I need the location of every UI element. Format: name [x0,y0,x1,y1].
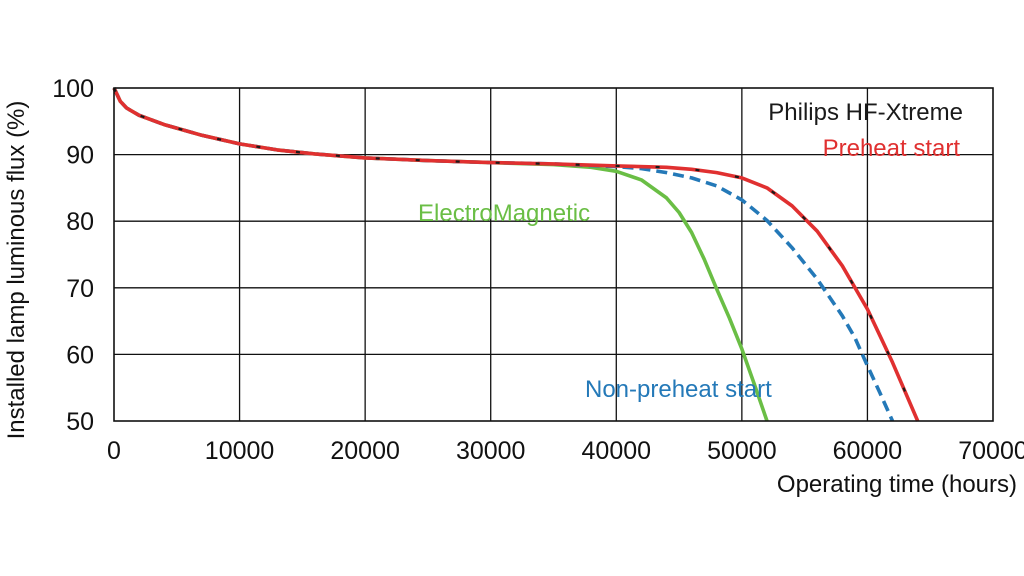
x-tick-label: 60000 [833,437,903,465]
x-tick-label: 20000 [330,437,400,465]
y-tick-label: 60 [66,341,94,369]
annotation-electromagnetic: ElectroMagnetic [418,200,590,227]
x-axis-title: Operating time (hours) [777,471,1017,498]
y-tick-label: 100 [52,75,94,103]
tick-labels: 0 10000 20000 30000 40000 50000 60000 70000 50 60… [52,75,1024,465]
y-axis-title: Installed lamp luminous flux (%) [3,101,30,440]
series-preheat-start [112,87,920,422]
y-tick-label: 80 [66,208,94,236]
y-tick-label: 50 [66,408,94,436]
data-series [112,87,920,422]
x-tick-label: 0 [107,437,121,465]
series-philips-hf-xtreme [113,87,919,422]
series-non-preheat-start [112,87,895,422]
x-tick-label: 40000 [582,437,652,465]
x-tick-label: 70000 [958,437,1024,465]
x-tick-label: 50000 [707,437,777,465]
annotation-non-preheat-start: Non-preheat start [585,376,772,403]
grid [114,88,993,421]
x-tick-label: 10000 [205,437,275,465]
plot-frame [113,87,994,422]
y-tick-label: 90 [66,142,94,170]
annotation-philips-hf-xtreme: Philips HF-Xtreme [768,99,963,126]
y-tick-label: 70 [66,275,94,303]
annotation-preheat-start: Preheat start [823,135,961,162]
x-tick-label: 30000 [456,437,526,465]
